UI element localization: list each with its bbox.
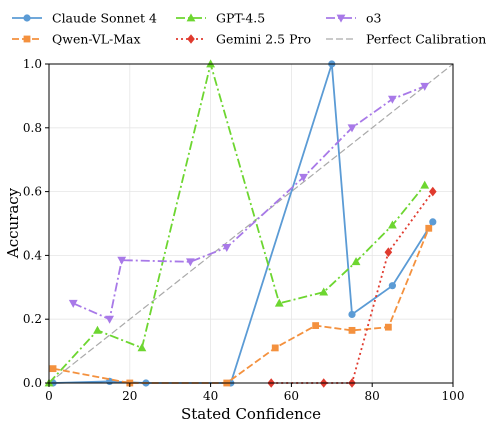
series-qwen-vl-max xyxy=(49,224,433,387)
data-point xyxy=(312,322,320,329)
data-point xyxy=(429,218,437,226)
y-axis-label: Accuracy xyxy=(4,187,22,259)
data-point xyxy=(351,257,361,266)
data-point xyxy=(49,365,57,373)
data-point xyxy=(117,256,127,265)
series-line xyxy=(52,63,434,384)
data-point xyxy=(206,59,215,68)
legend-swatch-marker xyxy=(186,13,196,22)
data-point xyxy=(388,95,397,104)
data-point xyxy=(186,258,195,267)
legend-item: Claude Sonnet 4 xyxy=(12,11,157,26)
data-point xyxy=(384,323,392,331)
legend-label: Claude Sonnet 4 xyxy=(52,11,157,26)
legend: Claude Sonnet 4 Qwen-VL-Max GPT-4.5 Gemini … xyxy=(12,11,486,47)
x-tick-label: 100 xyxy=(442,389,465,403)
y-tick-label: 0.8 xyxy=(23,121,42,135)
series-perfect-calibration xyxy=(48,63,454,384)
data-point xyxy=(388,220,397,229)
legend-label: Gemini 2.5 Pro xyxy=(216,32,311,47)
data-point xyxy=(137,343,147,352)
data-point xyxy=(420,180,430,189)
y-tick-label: 0.4 xyxy=(23,248,42,262)
data-point xyxy=(68,299,78,308)
x-tick-label: 20 xyxy=(122,389,137,403)
legend-swatch-marker xyxy=(187,34,195,44)
y-tick-label: 0.2 xyxy=(23,312,42,326)
y-tick-label: 1.0 xyxy=(23,57,42,71)
legend-swatch-marker xyxy=(23,35,31,43)
legend-item: Qwen-VL-Max xyxy=(12,32,141,47)
legend-label: o3 xyxy=(366,11,382,26)
legend-label: Perfect Calibration xyxy=(366,32,486,47)
y-tick-label: 0.6 xyxy=(23,185,42,199)
data-point xyxy=(388,282,396,290)
series-o3 xyxy=(68,82,430,324)
data-point xyxy=(274,298,284,307)
data-point xyxy=(105,315,114,324)
plot-frame xyxy=(48,63,454,384)
axes: 0 20 40 60 80 100 0.0 0.2 0.4 0.6 0.8 1.0 xyxy=(23,57,465,403)
legend-item: o3 xyxy=(326,11,382,26)
x-tick-label: 40 xyxy=(203,389,218,403)
data-point xyxy=(319,287,329,296)
data-point xyxy=(420,82,430,91)
legend-item: GPT-4.5 xyxy=(176,11,265,26)
legend-item: Gemini 2.5 Pro xyxy=(176,32,311,47)
legend-label: GPT-4.5 xyxy=(216,11,265,26)
data-point xyxy=(222,244,232,253)
series-lines xyxy=(44,59,454,388)
data-point xyxy=(384,247,393,258)
series-line xyxy=(48,63,454,384)
data-point xyxy=(347,124,357,133)
series-line xyxy=(48,60,426,384)
data-point xyxy=(271,344,279,352)
x-axis-label: Stated Confidence xyxy=(181,405,321,423)
series-line xyxy=(271,191,434,384)
series-gpt-4-5 xyxy=(44,59,430,387)
data-point xyxy=(93,325,102,334)
x-tick-label: 80 xyxy=(365,389,380,403)
series-gemini-2-5-pro xyxy=(267,186,437,388)
legend-swatch-marker xyxy=(336,14,346,23)
data-point xyxy=(348,310,356,319)
legend-swatch-marker xyxy=(23,14,31,22)
legend-item: Perfect Calibration xyxy=(326,32,486,47)
x-tick-label: 0 xyxy=(45,389,53,403)
data-point xyxy=(425,224,433,232)
data-point xyxy=(299,173,308,182)
data-point xyxy=(348,326,356,334)
legend-label: Qwen-VL-Max xyxy=(52,32,141,47)
data-point xyxy=(429,186,437,197)
y-tick-label: 0.0 xyxy=(23,376,42,390)
x-tick-label: 60 xyxy=(284,389,299,403)
